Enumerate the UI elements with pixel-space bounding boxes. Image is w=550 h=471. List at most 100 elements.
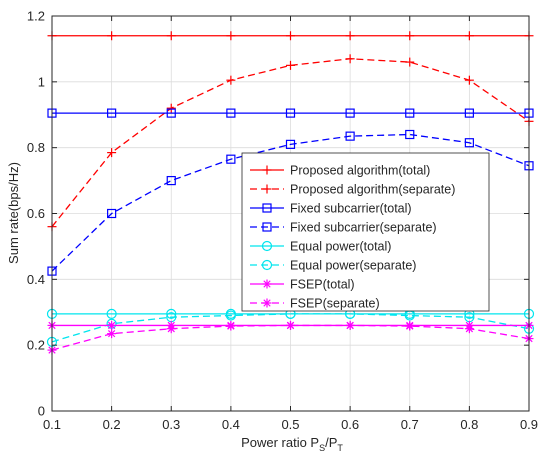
x-axis-label-main: Power ratio P [241,435,319,450]
legend-box [241,152,490,312]
data-point [405,108,415,118]
legend-marker [262,165,272,175]
data-point [107,148,117,158]
data-point [107,108,117,118]
legend-marker [261,259,273,271]
data-point [225,310,236,321]
data-point [345,320,355,330]
data-point [286,320,295,330]
x-tick-label: 0.3 [162,417,180,432]
series-6 [46,308,535,347]
series-line [51,313,530,343]
legend-label: FSEP(separate) [290,297,380,311]
data-point [345,31,355,41]
legend-marker [261,240,273,252]
data-point [166,31,176,41]
legend-marker [262,222,272,232]
data-point [226,75,236,85]
marker-asterisk-d2 [167,325,175,333]
y-tick-label: 0.2 [27,338,45,353]
marker-asterisk-d2 [346,321,354,330]
data-point [226,321,236,331]
data-point [286,60,295,70]
y-tick-label: 0.6 [27,206,45,221]
data-point [107,208,117,219]
data-point [166,108,176,118]
data-point [166,175,176,186]
x-tick-label: 0.4 [222,417,240,432]
series-group [46,31,535,355]
series-line [51,58,530,228]
data-point [345,131,355,141]
legend-label: Fixed subcarrier(separate) [290,221,437,235]
series-line [51,324,530,351]
marker-asterisk-d2 [263,280,271,288]
data-point [285,108,296,118]
marker-asterisk-d2 [286,321,295,330]
y-axis-label: Sum rate(bps/Hz) [6,162,21,264]
y-tick-label: 1.2 [27,9,45,24]
x-tick-label: 0.1 [43,417,61,432]
series-line [51,133,530,272]
legend-entry: Fixed subcarrier(total) [250,202,412,216]
marker-asterisk-d2 [107,329,116,338]
legend-entry: Proposed algorithm(total) [250,164,430,178]
legend: Proposed algorithm(total) Proposed algori… [241,152,490,312]
legend-entry: Equal power(total) [250,240,391,254]
marker-asterisk-d2 [406,322,414,330]
x-tick-label: 0.8 [460,417,478,432]
x-tick-label: 0.2 [103,417,121,432]
legend-entry: FSEP(separate) [250,297,380,311]
x-tick-label: 0.9 [520,417,538,432]
data-point [166,324,176,334]
data-point [286,31,295,41]
legend-entry: FSEP(total) [250,278,355,292]
x-axis-label: Power ratio PS/PT [241,435,343,453]
x-tick-label: 0.7 [401,417,419,432]
legend-marker [262,203,272,213]
axis-ticks: 0.1 0.2 0.3 0.4 0.5 0.6 0.7 0.8 0.9 0 0.2 0.4 0.6 0.8… [27,9,538,433]
y-tick-label: 1 [38,74,45,89]
data-point [226,31,236,41]
series-8 [47,320,534,355]
data-point [166,103,176,113]
data-point [226,154,236,164]
legend-label: Proposed algorithm(total) [290,164,430,178]
data-point [405,57,415,67]
marker-asterisk-d2 [227,322,235,330]
legend-label: Fixed subcarrier(total) [290,202,412,216]
y-tick-label: 0.8 [27,140,45,155]
data-point [106,308,117,319]
data-point [405,129,415,140]
data-point [405,31,415,41]
legend-label: Equal power(separate) [290,259,416,273]
data-point [285,139,296,149]
x-axis-label-sub-t: T [337,443,343,453]
x-axis-label-slash: /P [325,435,337,450]
legend-entry: Proposed algorithm(separate) [250,183,455,197]
series-3 [47,108,534,118]
data-point [464,108,474,118]
data-point [107,31,117,41]
data-point [405,321,415,331]
legend-label: Equal power(total) [290,240,391,254]
legend-label: FSEP(total) [290,278,355,292]
data-point [345,54,355,64]
data-point [464,324,474,334]
data-point [226,108,236,118]
data-point [464,75,474,85]
y-tick-label: 0.4 [27,272,45,287]
legend-entry: Equal power(separate) [250,259,416,273]
marker-asterisk-d2 [465,325,474,333]
data-point [107,320,117,330]
legend-entry: Fixed subcarrier(separate) [250,221,437,235]
data-point [166,308,177,319]
x-axis-label-sub-s: S [319,443,325,453]
data-point [107,329,117,339]
legend-label: Proposed algorithm(separate) [290,183,455,197]
legend-marker [262,279,272,289]
data-point [464,31,474,41]
data-point [464,138,474,148]
